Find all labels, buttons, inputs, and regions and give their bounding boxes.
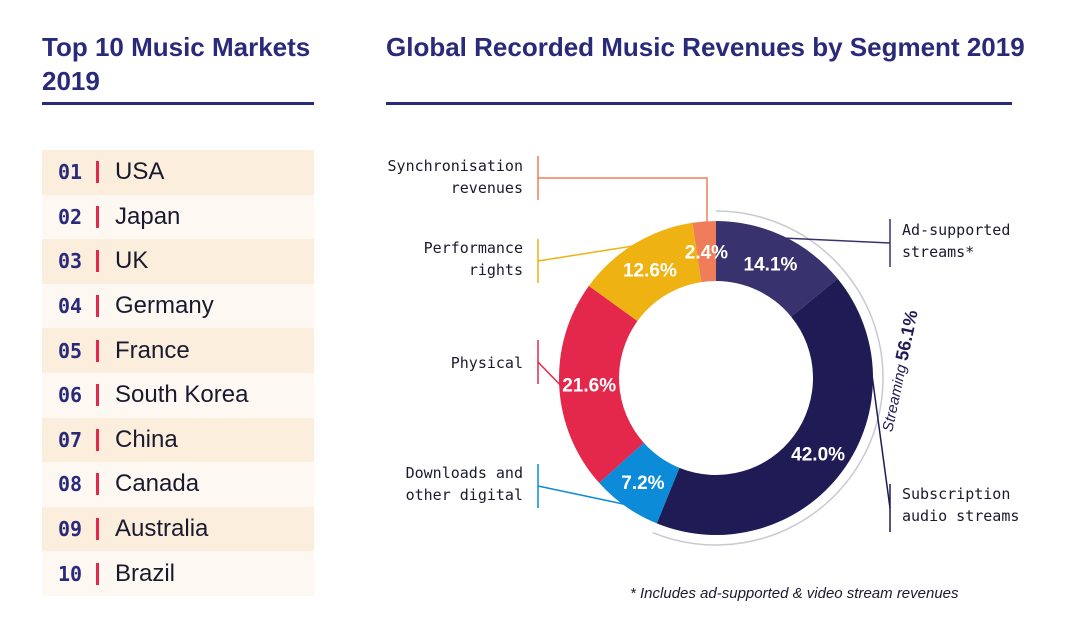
category-label: rights — [469, 261, 523, 279]
list-item: 10 Brazil — [42, 551, 314, 596]
rank-divider — [96, 339, 99, 362]
list-item: 09 Australia — [42, 506, 314, 552]
list-item: 08 Canada — [42, 462, 314, 507]
label-connector — [538, 177, 708, 225]
label-connector — [537, 485, 627, 506]
slice-value-label: 7.2% — [621, 473, 664, 494]
rank-number: 02 — [58, 204, 83, 229]
label-connector — [868, 357, 891, 509]
rank-number: 03 — [58, 249, 83, 274]
slice-value-label: 14.1% — [744, 254, 798, 275]
rank-number: 09 — [58, 517, 83, 542]
rank-number: 08 — [58, 472, 83, 497]
rank-divider — [96, 295, 99, 318]
rank-number: 10 — [58, 561, 83, 586]
donut-slice-4 — [559, 285, 644, 483]
category-label: Synchronisation — [388, 157, 523, 175]
rank-divider — [96, 562, 99, 585]
market-name: Brazil — [115, 559, 176, 587]
list-item: 06 South Korea — [42, 372, 314, 418]
category-label: revenues — [451, 179, 523, 197]
streaming-bracket — [652, 210, 884, 546]
list-item: 02 Japan — [42, 194, 314, 240]
list-item: 04 Germany — [42, 283, 314, 329]
rank-divider — [96, 250, 99, 273]
category-label: Downloads and — [406, 464, 523, 482]
markets-list: 01 USA 02 Japan 03 UK 04 Germany 05 France 06… — [42, 150, 314, 596]
revenue-donut-chart: 14.1%42.0%7.2%21.6%12.6%2.4%Streaming 56… — [388, 156, 1019, 546]
label-connector — [537, 244, 636, 262]
list-item: 01 USA — [42, 150, 314, 195]
list-item: 07 China — [42, 417, 314, 463]
rank-divider — [96, 428, 99, 451]
donut-slice-1 — [716, 221, 838, 317]
revenues-title-rule — [386, 102, 1012, 105]
market-name: Germany — [115, 292, 214, 320]
market-name: France — [115, 336, 190, 364]
market-name: China — [115, 425, 178, 453]
market-name: Australia — [115, 515, 209, 543]
rank-number: 07 — [58, 427, 83, 452]
category-label: Subscription — [902, 485, 1010, 503]
rank-divider — [96, 161, 99, 184]
donut-slice-6 — [692, 221, 716, 283]
label-connector — [782, 237, 891, 244]
footnote: * Includes ad-supported & video stream r… — [630, 585, 959, 602]
category-label: Ad-supported — [902, 221, 1010, 239]
market-name: Japan — [115, 202, 181, 230]
market-name: UK — [115, 247, 149, 275]
donut-slice-2 — [656, 278, 873, 535]
slice-value-label: 42.0% — [791, 445, 845, 466]
slice-value-label: 21.6% — [562, 376, 616, 397]
category-label: streams* — [902, 243, 974, 261]
rank-divider — [96, 205, 99, 228]
rank-divider — [96, 518, 99, 541]
rank-divider — [96, 384, 99, 407]
rank-number: 01 — [58, 160, 83, 185]
market-name: South Korea — [115, 381, 249, 409]
category-label: audio streams — [902, 507, 1019, 525]
rank-number: 04 — [58, 294, 83, 319]
rank-number: 06 — [58, 383, 83, 408]
list-item: 05 France — [42, 328, 314, 373]
category-label: other digital — [406, 486, 523, 504]
markets-title: Top 10 Music Markets 2019 — [42, 32, 311, 96]
rank-number: 05 — [58, 338, 83, 363]
category-label: Performance — [424, 239, 523, 257]
donut-slice-3 — [599, 442, 680, 524]
slice-value-label: 12.6% — [623, 261, 677, 282]
market-name: USA — [115, 158, 165, 186]
donut-slice-5 — [588, 222, 702, 322]
slice-value-label: 2.4% — [685, 242, 728, 263]
label-connector — [537, 361, 562, 387]
revenues-title: Global Recorded Music Revenues by Segmen… — [386, 32, 1025, 62]
list-item: 03 UK — [42, 239, 314, 284]
rank-divider — [96, 473, 99, 496]
category-label: Physical — [451, 354, 523, 372]
market-name: Canada — [115, 470, 200, 498]
markets-title-rule — [42, 102, 314, 105]
